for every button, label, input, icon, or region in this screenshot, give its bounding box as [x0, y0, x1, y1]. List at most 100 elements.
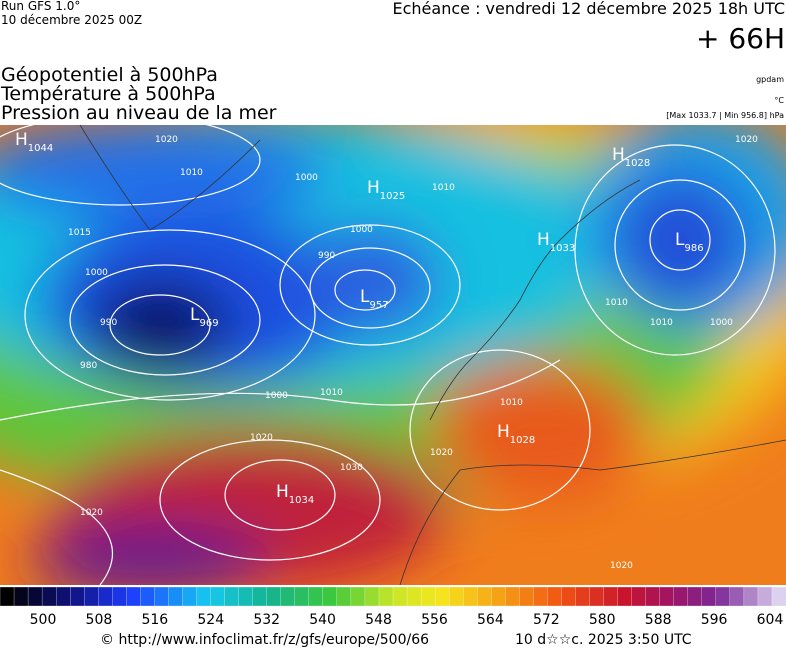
colorbar-label: 524	[197, 612, 224, 628]
colorbar-swatch	[280, 586, 296, 607]
colorbar-swatch	[294, 586, 310, 607]
colorbar-label: 604	[757, 612, 784, 628]
colorbar-swatch	[55, 586, 71, 607]
colorbar-swatch	[659, 586, 675, 607]
lead-time: + 66H	[696, 22, 785, 55]
colorbar-label: 588	[645, 612, 672, 628]
colorbar-swatch	[617, 586, 633, 607]
colorbar-swatch	[729, 586, 745, 607]
run-date: 10 décembre 2025 00Z	[1, 13, 142, 27]
colorbar-swatch	[645, 586, 661, 607]
colorbar-swatch	[589, 586, 605, 607]
colorbar-swatch	[420, 586, 436, 607]
pressure-center: H1033	[537, 230, 575, 254]
valid-time: Echéance : vendredi 12 décembre 2025 18h…	[393, 0, 786, 18]
colorbar-swatch	[364, 586, 380, 607]
colorbar-swatch	[266, 586, 282, 607]
colorbar-swatch	[378, 586, 394, 607]
pressure-extremes: [Max 1033.7 | Min 956.8] hPa	[666, 111, 784, 120]
isobar-label: 1010	[432, 183, 455, 193]
center-value: 1028	[625, 158, 650, 169]
colorbar-swatch	[757, 586, 773, 607]
unit-celsius: °C	[774, 96, 784, 105]
colorbar-swatch	[701, 586, 717, 607]
colorbar-swatch	[27, 586, 43, 607]
center-type: H	[537, 230, 550, 250]
colorbar-label: 556	[421, 612, 448, 628]
isobar-label: 990	[100, 318, 117, 328]
colorbar-swatch	[673, 586, 689, 607]
run-label: Run GFS 1.0°	[1, 0, 80, 13]
isobar-label: 1010	[180, 168, 203, 178]
isobar-label: 1020	[250, 433, 273, 443]
title-geopotential: Géopotentiel à 500hPa	[1, 64, 218, 86]
colorbar-swatch	[336, 586, 352, 607]
isobar-label: 990	[318, 251, 335, 261]
colorbar-label: 500	[30, 612, 57, 628]
center-type: L	[675, 230, 685, 250]
isobar-label: 1020	[430, 448, 453, 458]
isobar-label: 1030	[340, 463, 363, 473]
colorbar-swatch	[112, 586, 127, 607]
center-type: H	[15, 130, 28, 150]
pressure-center: H1028	[497, 422, 535, 446]
center-type: H	[612, 145, 625, 165]
colorbar-label: 596	[701, 612, 728, 628]
center-type: H	[497, 422, 510, 442]
center-type: H	[367, 178, 380, 198]
isobar-labels: 1020 1010 1000 1000 990 1010 1015 1000 990 980 100…	[68, 135, 758, 571]
colorbar-swatch	[350, 586, 366, 607]
colorbar-swatch	[743, 586, 759, 607]
isobar-label: 1020	[735, 135, 758, 145]
center-value: 969	[199, 318, 218, 329]
colorbar-swatch	[210, 586, 226, 607]
colorbar-swatch	[196, 586, 212, 607]
colorbar-label: 580	[589, 612, 616, 628]
isobar-label: 1010	[500, 398, 523, 408]
center-type: L	[190, 305, 200, 325]
colorbar-swatch	[0, 586, 15, 607]
map: 1020 1010 1000 1000 990 1010 1015 1000 990 980 100…	[0, 125, 786, 585]
colorbar-swatch	[392, 586, 408, 607]
center-value: 957	[369, 300, 388, 311]
isobar-label: 980	[80, 361, 97, 371]
colorbar-label: 548	[365, 612, 392, 628]
colorbar-swatch	[687, 586, 703, 607]
isobar-label: 1000	[295, 173, 318, 183]
colorbar-swatch	[224, 586, 240, 607]
colorbar-swatch	[561, 586, 577, 607]
isobar-label: 1010	[605, 298, 628, 308]
colorbar-swatch	[603, 586, 619, 607]
isobar-label: 1010	[650, 318, 673, 328]
colorbar-label: 572	[533, 612, 560, 628]
pressure-center: H1044	[15, 130, 53, 154]
center-value: 1028	[510, 435, 535, 446]
center-value: 1033	[550, 243, 575, 254]
colorbar-swatch	[252, 586, 268, 607]
footer-time: 10 d☆☆c. 2025 3:50 UTC	[515, 632, 692, 648]
isobars	[0, 125, 776, 585]
colorbar: 500 508 516 524 532 540 548 556 564 572 580 588 596 6…	[0, 586, 786, 628]
colorbar-swatch	[715, 586, 731, 607]
colorbar-swatch	[182, 586, 198, 607]
coastlines	[79, 125, 786, 585]
colorbar-swatch	[154, 586, 170, 607]
footer-url: © http://www.infoclimat.fr/z/gfs/europe/…	[100, 632, 429, 648]
pressure-center: H1034	[276, 482, 314, 506]
colorbar-swatch	[322, 586, 338, 607]
colorbar-label: 564	[477, 612, 504, 628]
colorbar-swatch	[631, 586, 647, 607]
center-value: 1025	[380, 191, 405, 202]
colorbar-swatch	[491, 586, 506, 607]
pressure-center: L957	[360, 287, 389, 311]
center-type: L	[360, 287, 370, 307]
colorbar-label: 516	[141, 612, 168, 628]
isobar-label: 1000	[265, 391, 288, 401]
colorbar-swatch	[98, 586, 113, 607]
center-value: 1044	[28, 143, 53, 154]
colorbar-swatch	[238, 586, 254, 607]
center-value: 1034	[289, 495, 314, 506]
title-pressure: Pression au niveau de la mer	[1, 102, 277, 124]
isobar-label: 1020	[80, 508, 103, 518]
